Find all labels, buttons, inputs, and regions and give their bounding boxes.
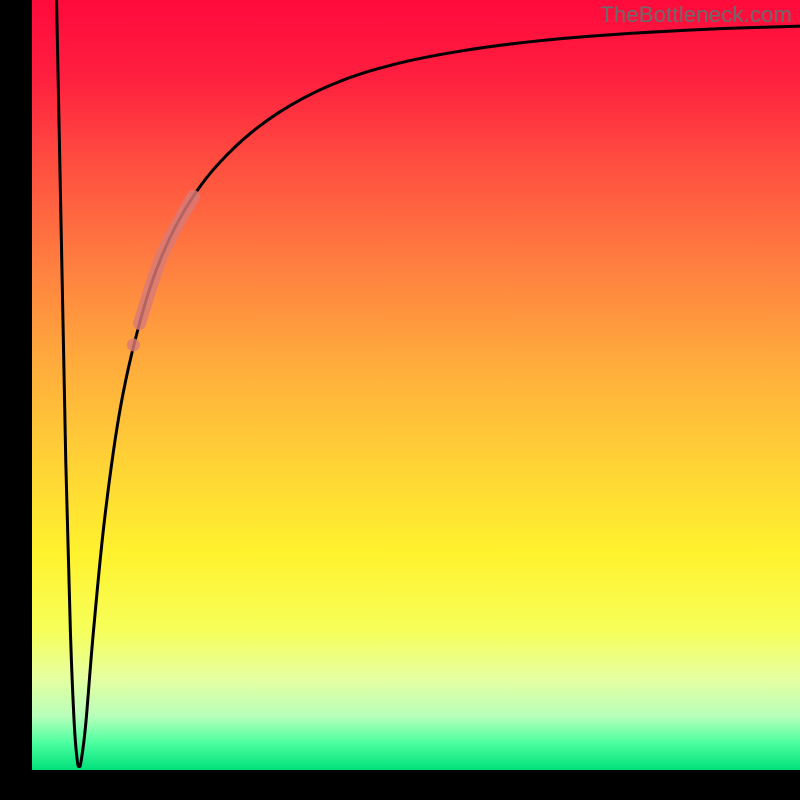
chart-svg [0, 0, 800, 800]
plot-background [32, 0, 800, 770]
highlight-dot [127, 338, 140, 351]
bottleneck-chart: TheBottleneck.com [0, 0, 800, 800]
